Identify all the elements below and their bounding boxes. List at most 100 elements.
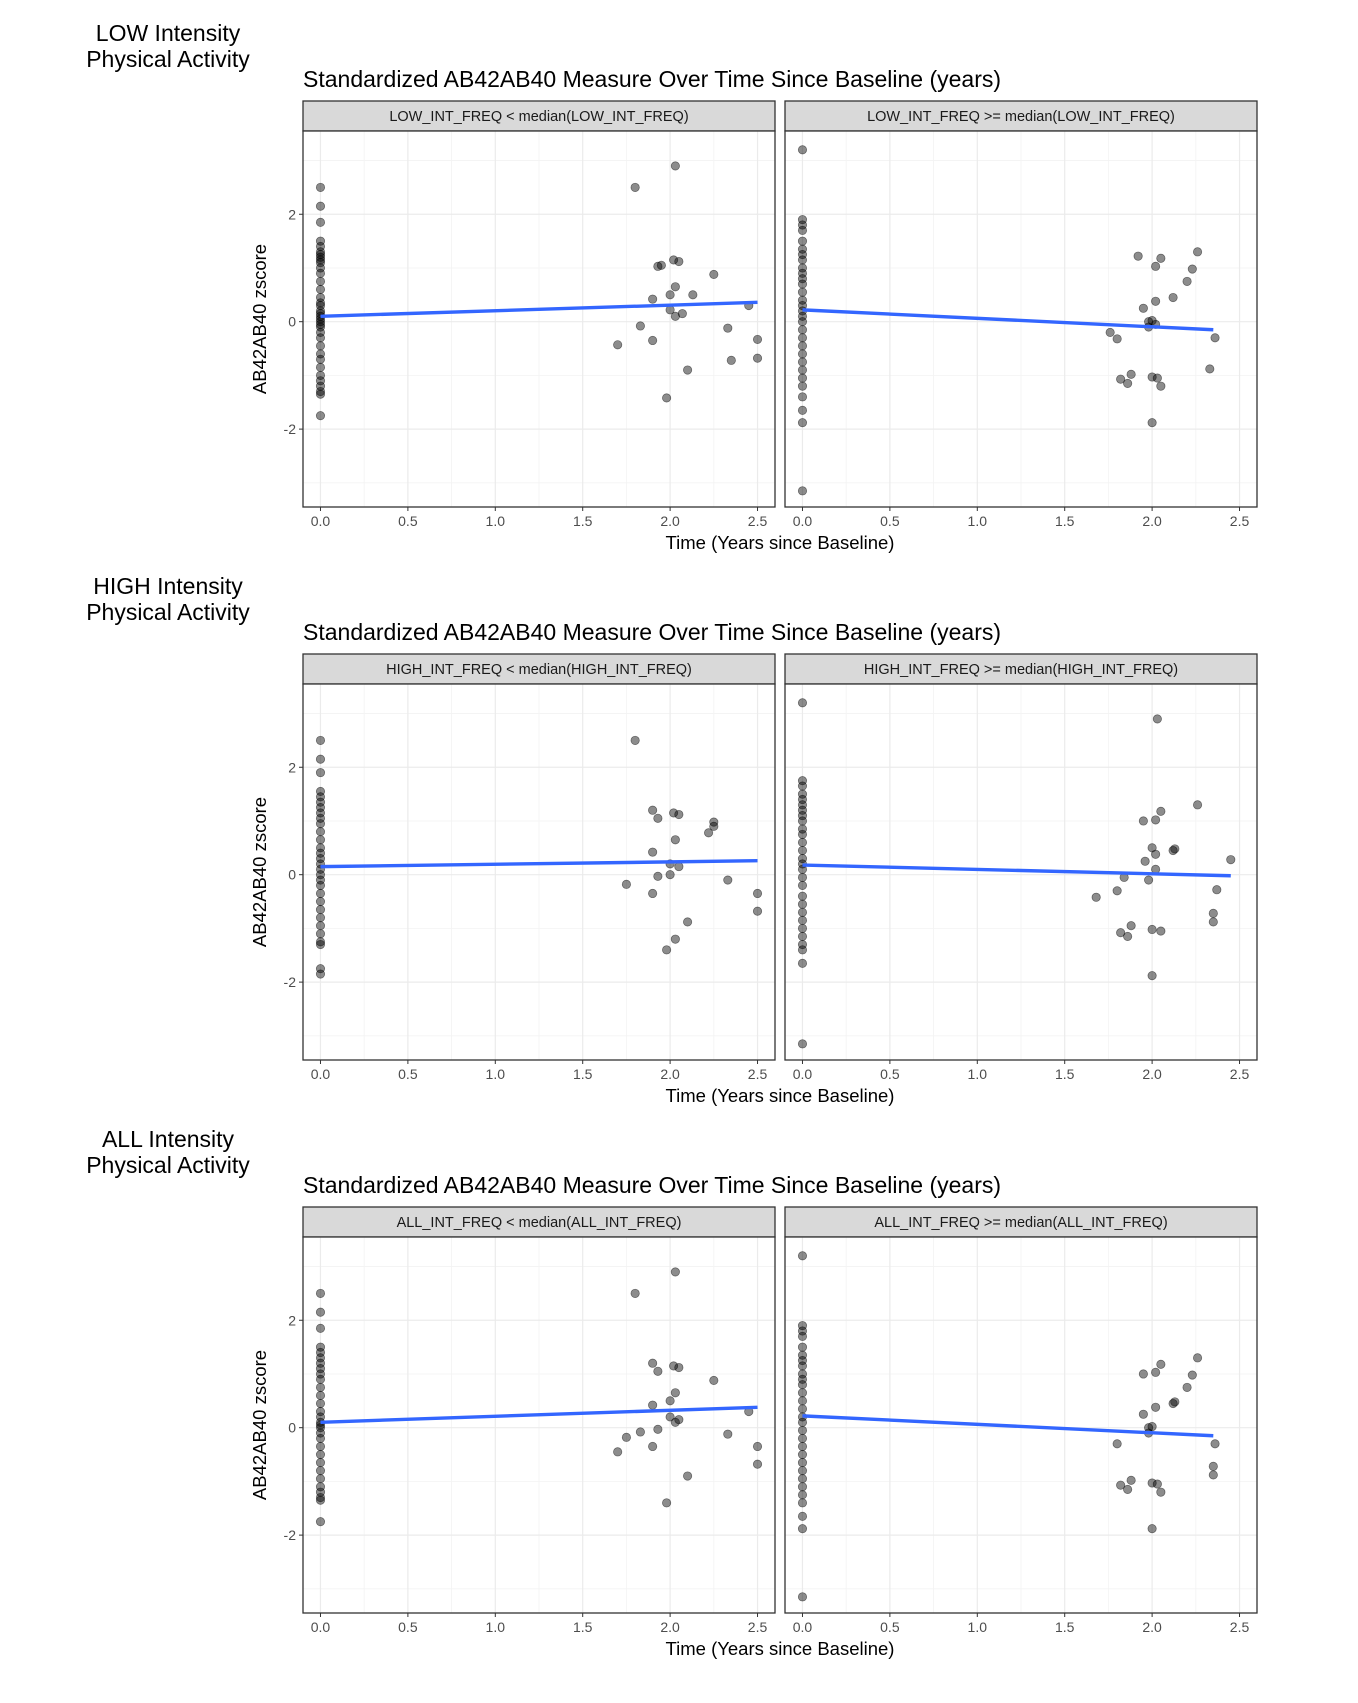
data-point [797,1374,808,1384]
facet-strip [784,1206,1258,1238]
data-point [315,349,326,359]
data-point [662,393,672,403]
data-points [797,145,1220,496]
data-point [797,249,808,260]
data-point [648,294,658,304]
data-point [1187,264,1197,274]
data-point [1208,1461,1218,1471]
data-point [315,1517,326,1527]
data-point [653,1424,663,1434]
data-point [797,915,808,925]
panel-border [784,1236,1258,1614]
x-tick-label: 0.0 [793,513,813,529]
data-point [797,945,808,955]
data-point [1138,303,1148,313]
data-point [315,827,326,837]
data-point [1156,253,1166,263]
data-point [1147,1422,1157,1432]
data-point [1144,875,1154,885]
data-point [797,1425,808,1435]
data-point [635,321,645,331]
panel-border [784,683,1258,1061]
data-point [648,805,658,815]
data-point [797,255,808,265]
data-point [315,317,326,327]
data-point [315,929,326,939]
data-point [1091,892,1101,902]
data-point [797,349,808,359]
data-point [1151,849,1161,859]
data-point [752,1459,763,1469]
x-tick-label: 1.0 [968,1619,988,1635]
facet-strip-label: ALL_INT_FREQ < median(ALL_INT_FREQ) [397,1215,682,1231]
x-tick-label: 0.5 [880,1619,900,1635]
x-tick-label: 1.5 [1055,1066,1075,1082]
x-tick-label: 2.5 [1230,513,1250,529]
data-point [1140,856,1150,866]
data-point [315,819,326,829]
data-point [315,937,326,947]
data-point [315,276,326,286]
trend-line [802,308,1214,332]
trend-line [320,1405,758,1425]
data-point [665,290,675,300]
x-tick-label: 1.5 [573,513,593,529]
facet-strip [784,653,1258,685]
x-tick-label: 0.0 [793,1619,813,1635]
y-tick-label: 2 [288,206,296,222]
data-points [315,161,763,421]
data-point [315,735,326,745]
data-point [315,1369,326,1379]
data-point [1116,928,1126,938]
data-point [1112,886,1122,896]
row-label-line-2: Physical Activity [86,46,250,72]
data-point [315,1495,326,1505]
data-point [315,236,326,246]
data-point [315,768,326,778]
x-tick-label: 0.5 [398,1066,418,1082]
data-point [1116,374,1126,384]
data-point [797,880,808,890]
data-point [315,370,326,380]
data-point [797,263,808,273]
x-tick-label: 1.0 [968,1066,988,1082]
data-point [1144,1423,1154,1433]
data-point [752,353,763,363]
x-tick-label: 1.0 [486,513,506,529]
data-point [315,263,326,273]
data-point [315,880,326,890]
data-point [653,1366,663,1376]
data-point [315,182,326,192]
x-tick-label: 2.5 [748,1066,768,1082]
data-point [797,829,808,839]
data-point [315,754,326,764]
data-point [648,1400,658,1410]
data-point [315,411,326,421]
data-point [1138,816,1148,826]
data-point [315,1398,326,1409]
data-point [797,891,808,901]
data-point [797,1433,808,1443]
data-point [653,871,663,881]
data-point [797,1404,808,1414]
data-point [1123,378,1133,389]
data-point [797,220,808,230]
data-point [797,1511,808,1521]
data-point [797,274,808,284]
facet-strip-label: LOW_INT_FREQ < median(LOW_INT_FREQ) [389,109,688,125]
data-point [797,939,808,950]
x-tick-label: 0.5 [880,1066,900,1082]
data-point [315,1374,326,1384]
data-point [315,1407,326,1417]
facet-panel-1: ALL_INT_FREQ < median(ALL_INT_FREQ) 0.0 0.… [284,1206,776,1635]
data-point [1151,1367,1161,1377]
data-point [1226,855,1236,865]
data-points [315,1267,763,1527]
data-point [635,1427,645,1437]
data-point [669,255,679,265]
data-point [797,357,808,367]
trend-line [802,1414,1214,1438]
facet-strip [302,1206,776,1238]
data-point [797,311,808,321]
